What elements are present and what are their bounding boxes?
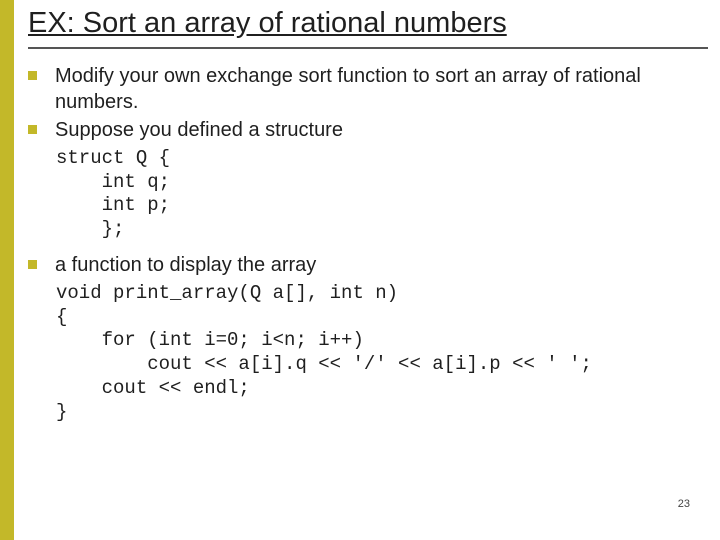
square-bullet-icon (28, 125, 37, 134)
square-bullet-icon (28, 71, 37, 80)
square-bullet-icon (28, 260, 37, 269)
slide: EX: Sort an array of rational numbers Mo… (0, 0, 720, 540)
bullet-item: a function to display the array (28, 252, 708, 278)
bullet-item: Modify your own exchange sort function t… (28, 63, 708, 115)
slide-title: EX: Sort an array of rational numbers (28, 6, 708, 49)
code-struct: struct Q { int q; int p; }; (56, 147, 708, 242)
bullet-text: Suppose you defined a structure (55, 117, 343, 143)
bullet-text: Modify your own exchange sort function t… (55, 63, 708, 115)
page-number: 23 (678, 498, 690, 510)
bullet-text: a function to display the array (55, 252, 316, 278)
bullet-item: Suppose you defined a structure (28, 117, 708, 143)
code-function: void print_array(Q a[], int n) { for (in… (56, 282, 708, 425)
